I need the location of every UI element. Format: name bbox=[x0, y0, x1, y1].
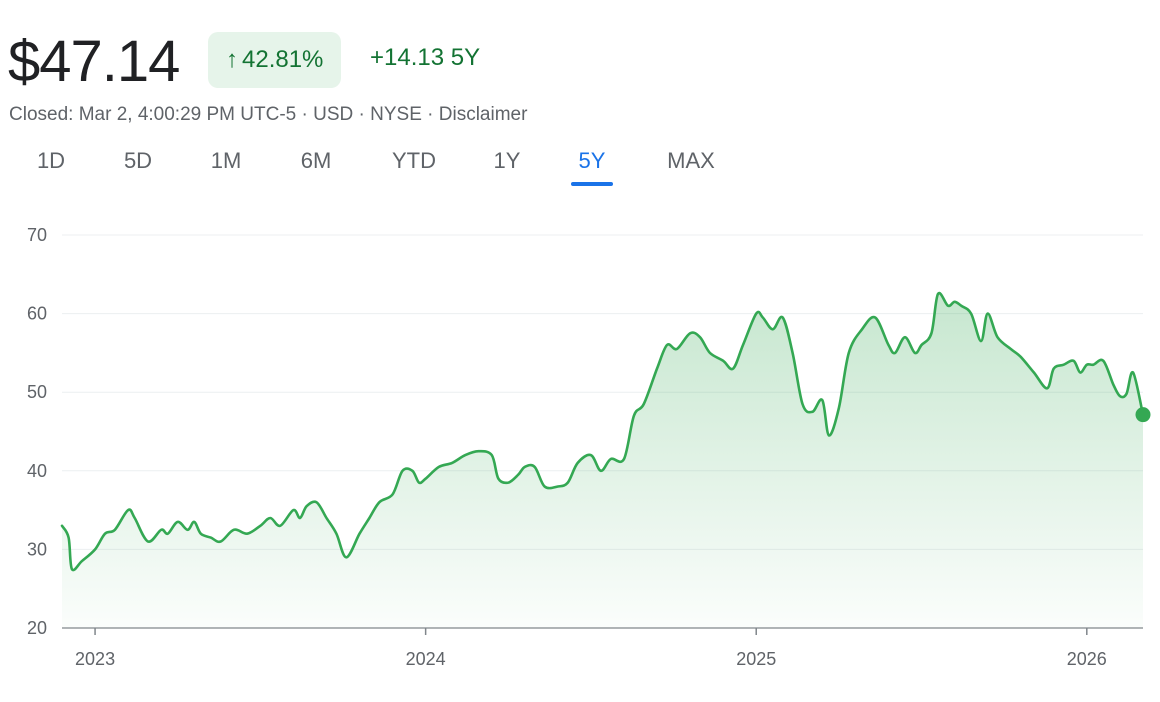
meta-separator: · bbox=[301, 104, 314, 125]
meta-separator: · bbox=[358, 104, 371, 125]
tab-1y[interactable]: 1Y bbox=[493, 148, 521, 173]
change-percent-badge: ↑ 42.81% bbox=[208, 32, 342, 88]
tab-ytd[interactable]: YTD bbox=[392, 148, 436, 173]
active-tab-indicator bbox=[571, 182, 613, 186]
arrow-up-icon: ↑ bbox=[226, 46, 238, 73]
disclaimer-link[interactable]: Disclaimer bbox=[438, 104, 528, 125]
current-price: $47.14 bbox=[8, 29, 180, 94]
y-tick-label-40: 40 bbox=[27, 461, 47, 481]
exchange: NYSE bbox=[370, 104, 422, 125]
y-tick-label-30: 30 bbox=[27, 539, 47, 559]
x-tick-label-2023: 2023 bbox=[75, 649, 115, 669]
tab-1d[interactable]: 1D bbox=[36, 148, 66, 173]
quote-meta: Closed: Mar 2, 4:00:29 PM UTC-5 · USD · … bbox=[9, 104, 527, 126]
market-status: Closed: Mar 2, 4:00:29 PM UTC-5 bbox=[9, 104, 297, 125]
y-tick-label-20: 20 bbox=[27, 618, 47, 638]
change-period: 5Y bbox=[450, 44, 481, 71]
x-tick-label-2025: 2025 bbox=[736, 649, 776, 669]
tab-max[interactable]: MAX bbox=[667, 148, 715, 173]
y-tick-label-50: 50 bbox=[27, 382, 47, 402]
meta-separator: · bbox=[427, 104, 439, 125]
currency: USD bbox=[313, 104, 354, 125]
tab-1m[interactable]: 1M bbox=[210, 148, 242, 173]
y-tick-label-60: 60 bbox=[27, 304, 47, 324]
x-tick-label-2026: 2026 bbox=[1067, 649, 1107, 669]
tab-5y[interactable]: 5Y bbox=[578, 148, 606, 173]
series-line bbox=[60, 291, 1145, 572]
last-value-marker bbox=[1135, 407, 1151, 423]
y-tick-label-70: 70 bbox=[27, 225, 47, 245]
change-percent-value: 42.81% bbox=[242, 46, 324, 73]
tab-5d[interactable]: 5D bbox=[123, 148, 153, 173]
series-area-fill bbox=[62, 293, 1143, 628]
change-absolute: +14.13 5Y bbox=[370, 44, 480, 72]
tab-6m[interactable]: 6M bbox=[300, 148, 332, 173]
change-abs-value: +14.13 bbox=[370, 44, 445, 71]
x-tick-label-2024: 2024 bbox=[406, 649, 446, 669]
price-chart[interactable]: 20 30 40 50 60 70 2023 2024 2025 2026 bbox=[0, 200, 1160, 690]
